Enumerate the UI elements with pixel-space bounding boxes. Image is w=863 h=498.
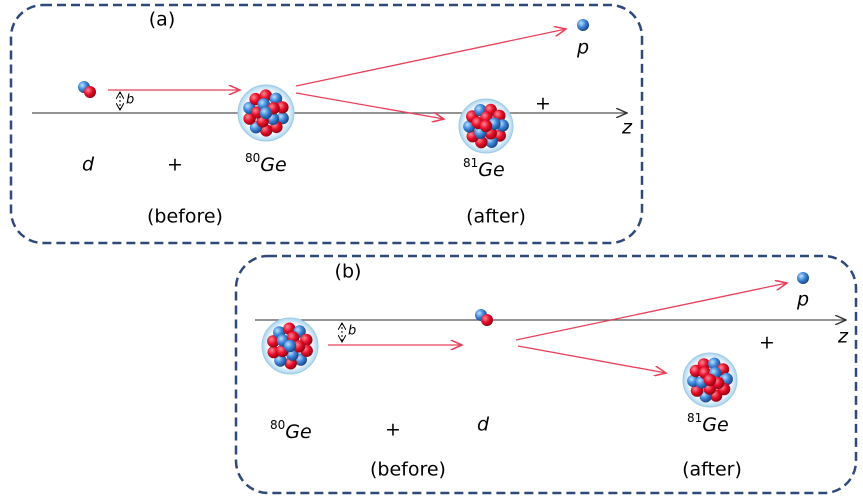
target-symbol: Ge — [260, 154, 286, 176]
deuteron-proton — [481, 314, 493, 326]
proton-label: p — [576, 37, 589, 59]
product-arrow — [518, 346, 666, 373]
nucleon-neutron — [260, 107, 272, 119]
panel-label: (b) — [335, 261, 362, 283]
plus-after: + — [535, 93, 551, 115]
axis-label: z — [837, 326, 849, 348]
after-label: (after) — [466, 206, 526, 228]
panel-label: (a) — [149, 9, 175, 31]
panel-b: (b) z b p + 80Ge + d 81Ge (before) (afte… — [236, 256, 856, 493]
projectile-label: d — [82, 154, 95, 176]
target-label: 80Ge — [245, 151, 287, 176]
product-mass: 81 — [463, 156, 478, 170]
target-nucleus — [238, 85, 294, 141]
panel-frame — [11, 5, 642, 243]
proton — [577, 19, 589, 31]
deuteron-proton — [84, 86, 96, 98]
product-symbol: Ge — [702, 414, 728, 436]
plus-before: + — [385, 419, 401, 441]
target-label: 80Ge — [270, 418, 312, 443]
after-label: (after) — [682, 459, 742, 481]
diagram: (a) z b p + d + 80Ge 81Ge (before) (afte… — [0, 0, 863, 498]
product-arrow — [296, 93, 444, 119]
target-mass: 80 — [270, 418, 285, 432]
proton-label: p — [796, 289, 809, 311]
before-label: (before) — [147, 206, 223, 228]
nucleon-proton — [480, 120, 492, 132]
product-nucleus — [459, 99, 513, 153]
product-label: 81Ge — [687, 411, 729, 436]
axis-label: z — [621, 117, 633, 139]
before-label: (before) — [370, 459, 446, 481]
target-symbol: Ge — [285, 421, 311, 443]
proton — [797, 272, 809, 284]
panel-a: (a) z b p + d + 80Ge 81Ge (before) (afte… — [11, 5, 642, 243]
proton-arrow — [516, 283, 787, 340]
target-nucleus — [262, 318, 318, 374]
plus-before: + — [167, 154, 183, 176]
product-nucleus — [683, 353, 737, 407]
target-mass: 80 — [245, 151, 260, 165]
plus-after: + — [759, 332, 775, 354]
impact-label: b — [348, 324, 356, 339]
nucleon-proton — [704, 374, 716, 386]
proton-arrow — [296, 29, 566, 86]
panel-frame — [236, 256, 856, 493]
product-label: 81Ge — [463, 156, 505, 181]
nucleon-neutron — [284, 340, 296, 352]
impact-label: b — [126, 93, 134, 108]
product-symbol: Ge — [478, 159, 504, 181]
projectile-label: d — [477, 414, 490, 436]
product-mass: 81 — [687, 411, 702, 425]
